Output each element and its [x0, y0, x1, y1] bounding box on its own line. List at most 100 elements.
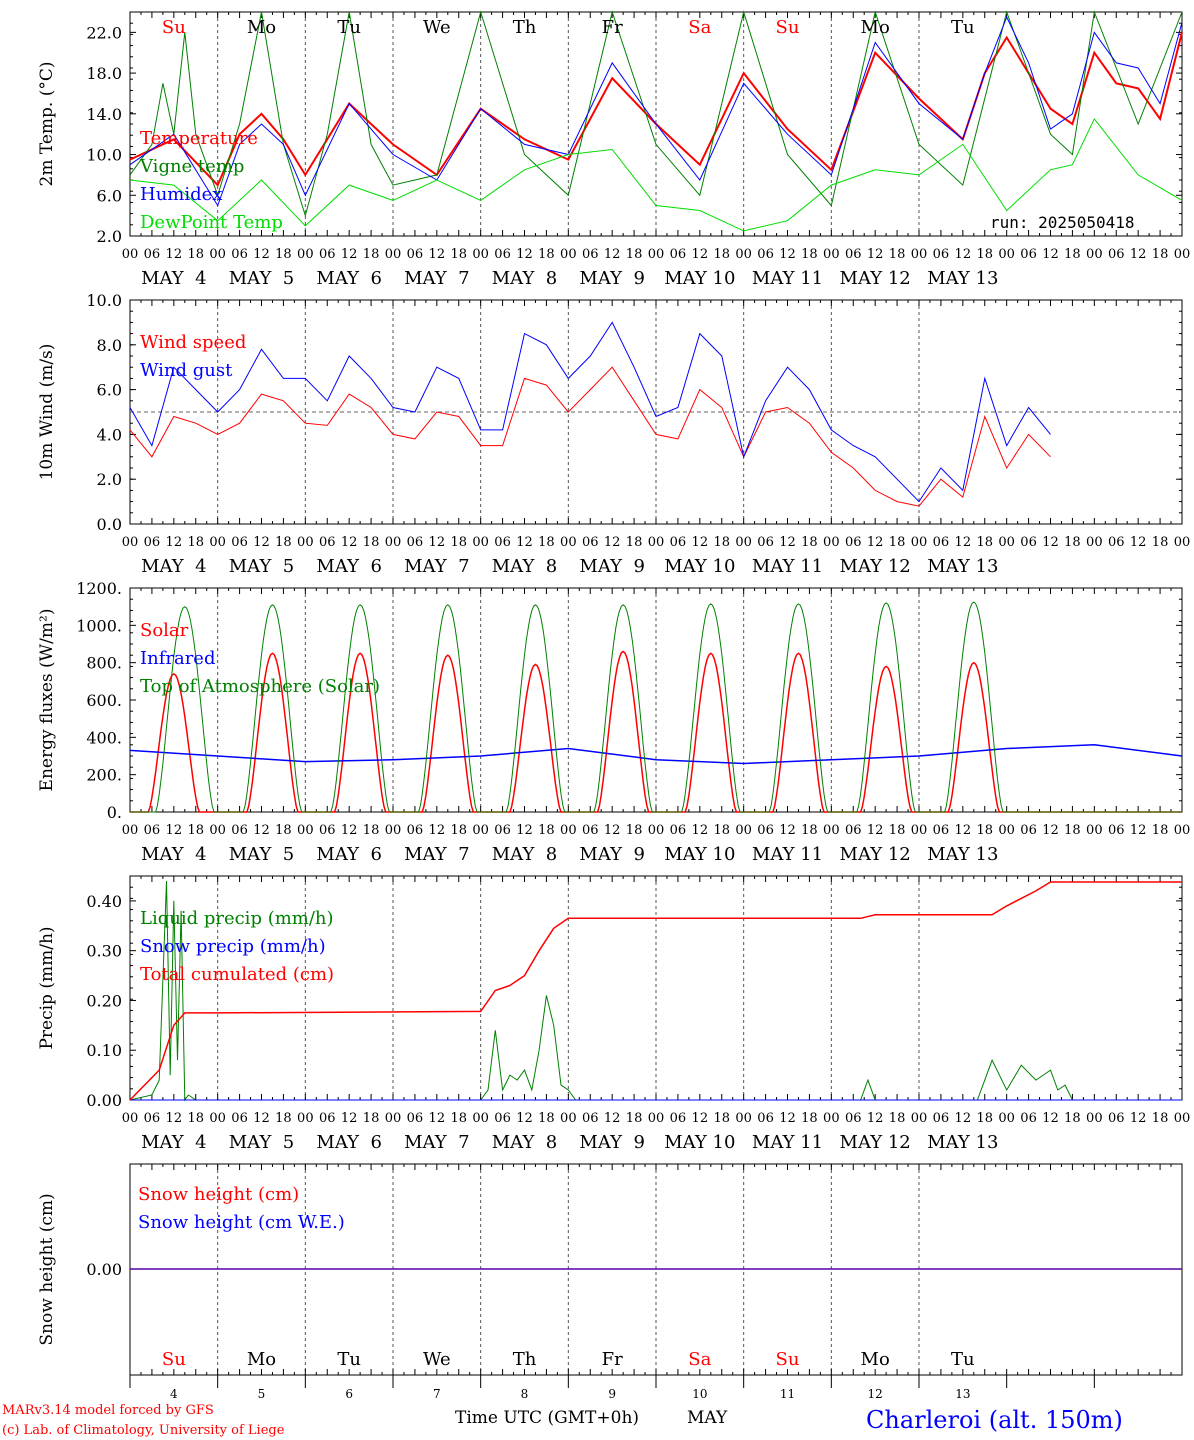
hour-tick-label: 06	[231, 1111, 248, 1126]
legend-entry: Wind gust	[140, 360, 233, 381]
day-abbr-bottom: Th	[513, 1349, 537, 1370]
date-label: MAY 12	[840, 844, 911, 865]
hour-tick-label: 00	[560, 535, 577, 550]
day-abbr-bottom: Mo	[861, 1349, 890, 1370]
hour-tick-label: 18	[889, 1111, 906, 1126]
hour-tick-label: 00	[385, 823, 402, 838]
hour-tick-label: 12	[253, 535, 270, 550]
day-number: 4	[170, 1387, 178, 1401]
x-axis-title: Time UTC (GMT+0h)	[455, 1408, 639, 1428]
hour-tick-label: 00	[1086, 823, 1103, 838]
hour-tick-label: 12	[692, 535, 709, 550]
hour-tick-label: 12	[1042, 1111, 1059, 1126]
hour-tick-label: 00	[1086, 535, 1103, 550]
day-abbr-top: Su	[776, 17, 800, 38]
hour-tick-label: 18	[801, 247, 818, 262]
hour-tick-label: 12	[955, 1111, 972, 1126]
hour-tick-label: 06	[757, 535, 774, 550]
hour-tick-label: 18	[1064, 1111, 1081, 1126]
hour-tick-label: 12	[516, 823, 533, 838]
series-total-cumulated-cm	[129, 881, 1182, 1101]
hour-tick-label: 12	[341, 535, 358, 550]
date-label: MAY 11	[752, 556, 823, 577]
hour-tick-label: 18	[450, 1111, 467, 1126]
y-tick-label: 400.	[86, 728, 122, 747]
hour-tick-label: 18	[187, 1111, 204, 1126]
hour-tick-label: 12	[604, 823, 621, 838]
y-tick-label: 1200.	[76, 579, 122, 598]
hour-tick-label: 00	[823, 247, 840, 262]
series-top-of-atmosphere-solar	[130, 601, 1182, 813]
day-abbr-bottom: Mo	[247, 1349, 276, 1370]
hour-tick-label: 12	[166, 247, 183, 262]
hour-tick-label: 00	[472, 535, 489, 550]
hour-tick-label: 06	[407, 535, 424, 550]
hour-tick-label: 06	[757, 247, 774, 262]
hour-tick-label: 00	[1174, 247, 1191, 262]
hour-tick-label: 00	[209, 823, 226, 838]
hour-tick-label: 12	[166, 1111, 183, 1126]
day-abbr-top: Th	[513, 17, 537, 38]
hour-tick-label: 06	[231, 247, 248, 262]
y-tick-label: 0.20	[86, 991, 122, 1010]
hour-tick-label: 12	[955, 247, 972, 262]
hour-tick-label: 12	[955, 823, 972, 838]
hour-tick-label: 12	[867, 535, 884, 550]
date-label: MAY 5	[229, 1132, 294, 1153]
y-axis-label: 2m Temp. (°C)	[37, 61, 57, 186]
day-abbr-bottom: We	[423, 1349, 451, 1370]
y-tick-label: 0.10	[86, 1041, 122, 1060]
hour-tick-label: 12	[516, 1111, 533, 1126]
x-axis-month: MAY	[687, 1408, 728, 1428]
date-label: MAY 8	[492, 268, 557, 289]
hour-tick-label: 06	[144, 247, 161, 262]
hour-tick-label: 18	[538, 247, 555, 262]
hour-tick-label: 18	[363, 535, 380, 550]
hour-tick-label: 06	[144, 823, 161, 838]
hour-tick-label: 12	[429, 823, 446, 838]
y-tick-label: 4.0	[97, 425, 122, 444]
date-label: MAY 5	[229, 268, 294, 289]
date-label: MAY 4	[141, 844, 206, 865]
day-number: 11	[780, 1387, 795, 1401]
date-label: MAY 9	[579, 1132, 644, 1153]
hour-tick-label: 00	[209, 247, 226, 262]
day-abbr-top: Sa	[688, 17, 711, 38]
y-axis-label: 10m Wind (m/s)	[37, 344, 57, 481]
hour-tick-label: 12	[1130, 823, 1147, 838]
y-tick-label: 8.0	[97, 336, 122, 355]
hour-tick-label: 06	[494, 247, 511, 262]
hour-tick-label: 06	[757, 823, 774, 838]
hour-tick-label: 12	[867, 247, 884, 262]
legend-entry: Infrared	[140, 648, 215, 669]
y-tick-label: 1000.	[76, 616, 122, 635]
hour-tick-label: 12	[253, 1111, 270, 1126]
date-label: MAY 11	[752, 1132, 823, 1153]
day-number: 10	[692, 1387, 707, 1401]
hour-tick-label: 18	[363, 247, 380, 262]
hour-tick-label: 00	[998, 247, 1015, 262]
hour-tick-label: 18	[801, 535, 818, 550]
date-label: MAY 13	[927, 1132, 998, 1153]
legend-entry: Temperature	[140, 128, 258, 149]
y-tick-label: 18.0	[86, 64, 122, 83]
hour-tick-label: 12	[341, 247, 358, 262]
y-tick-label: 0.40	[86, 892, 122, 911]
hour-tick-label: 06	[757, 1111, 774, 1126]
date-label: MAY 12	[840, 556, 911, 577]
hour-tick-label: 18	[1152, 247, 1169, 262]
hour-tick-label: 12	[604, 535, 621, 550]
hour-tick-label: 00	[998, 1111, 1015, 1126]
hour-tick-label: 12	[779, 535, 796, 550]
hour-tick-label: 12	[429, 535, 446, 550]
hour-tick-label: 18	[275, 247, 292, 262]
hour-tick-label: 06	[582, 823, 599, 838]
hour-tick-label: 00	[122, 535, 139, 550]
hour-tick-label: 18	[889, 535, 906, 550]
hour-tick-label: 06	[1020, 247, 1037, 262]
hour-tick-label: 06	[845, 823, 862, 838]
hour-tick-label: 00	[209, 535, 226, 550]
hour-tick-label: 06	[582, 1111, 599, 1126]
hour-tick-label: 06	[1108, 823, 1125, 838]
